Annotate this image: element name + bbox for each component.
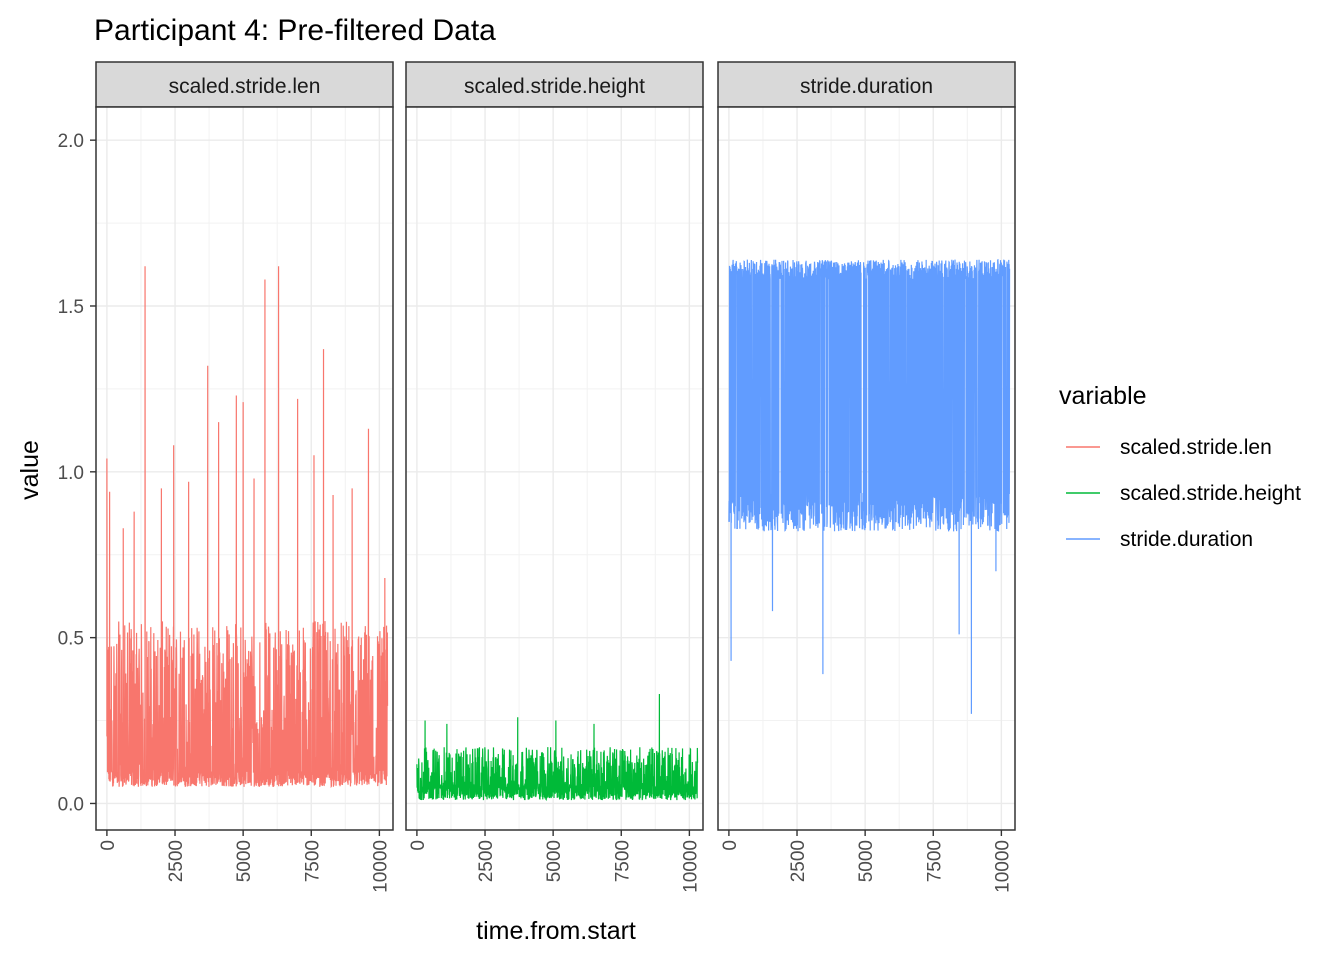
legend: variable scaled.stride.len scaled.stride.… [1059,382,1301,551]
legend-label: stride.duration [1120,528,1253,551]
y-tick-label: 1.5 [58,297,84,318]
panel-border [405,106,704,831]
panel-border [95,106,394,831]
facet-strip [405,61,704,108]
series-line-scaled.stride.height [416,694,699,801]
x-tick-label: 2500 [166,840,187,882]
facet-panel-scaled.stride.len: scaled.stride.len 0 2500 5000 7500 10000 [95,61,394,893]
legend-label: scaled.stride.height [1120,482,1301,505]
x-tick-label: 5000 [234,840,255,882]
y-tick-label: 0.5 [58,629,84,650]
panel-background [406,107,703,830]
x-tick-label: 0 [98,840,119,851]
x-tick-label: 10000 [370,840,391,893]
y-axis-title: value [16,440,44,500]
x-tick-label: 7500 [302,840,323,882]
x-tick-label: 5000 [544,840,565,882]
facet-strip [717,61,1016,108]
x-tick-label: 2500 [476,840,497,882]
x-tick-label: 10000 [992,840,1013,893]
x-tick-label: 7500 [612,840,633,882]
chart-title: Participant 4: Pre-filtered Data [94,14,496,47]
series-line-scaled.stride.len [106,266,389,789]
x-tick-label: 5000 [856,840,877,882]
facet-panel-stride.duration: stride.duration 0 2500 5000 7500 10000 [717,61,1016,893]
x-axis-title: time.from.start [476,917,636,945]
facet-strip-label: scaled.stride.height [464,75,645,98]
x-tick-label: 0 [720,840,741,851]
x-tick-label: 2500 [788,840,809,882]
x-tick-label: 10000 [680,840,701,893]
y-tick-label: 1.0 [58,463,84,484]
x-tick-label: 0 [408,840,429,851]
facet-strip-label: stride.duration [800,75,933,98]
facet-strip-label: scaled.stride.len [169,75,321,98]
y-tick-label: 0.0 [58,794,84,815]
legend-title: variable [1059,382,1147,410]
facet-strip [95,61,394,108]
facet-panel-scaled.stride.height: scaled.stride.height 0 2500 5000 7500 10000 [405,61,704,893]
legend-label: scaled.stride.len [1120,436,1272,459]
series-line-stride.duration [728,258,1011,714]
y-tick-label: 2.0 [58,131,84,152]
x-tick-label: 7500 [924,840,945,882]
y-axis: 0.0 0.5 1.0 1.5 2.0 [58,131,96,815]
panel-border [717,106,1016,831]
